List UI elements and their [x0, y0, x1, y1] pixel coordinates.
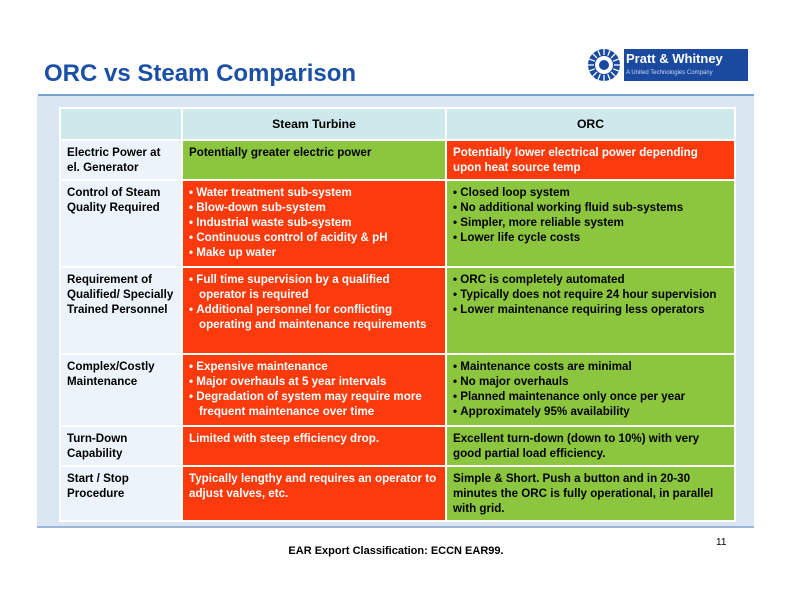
table-row: Start / Stop Procedure Typically lengthy… — [59, 465, 736, 522]
footer-divider — [37, 526, 754, 528]
row-label: Turn-Down Capability — [59, 425, 183, 467]
table-row: Turn-Down Capability Limited with steep … — [59, 425, 736, 467]
list-item: Industrial waste sub-system — [189, 215, 439, 230]
header-orc: ORC — [445, 107, 736, 141]
slide-title: ORC vs Steam Comparison — [44, 60, 357, 87]
orc-cell: Simple & Short. Push a button and in 20-… — [445, 465, 736, 522]
steam-cell: Expensive maintenance Major overhauls at… — [181, 353, 447, 427]
list-item: Additional personnel for conflicting ope… — [189, 302, 439, 332]
list-item: No major overhauls — [453, 374, 728, 389]
steam-cell: Limited with steep efficiency drop. — [181, 425, 447, 467]
list-item: No additional working fluid sub-systems — [453, 200, 728, 215]
cell-text: Excellent turn-down (down to 10%) with v… — [453, 432, 700, 460]
bullet-list: Water treatment sub-system Blow-down sub… — [189, 185, 439, 260]
table-row: Complex/Costly Maintenance Expensive mai… — [59, 353, 736, 427]
list-item: Degradation of system may require more f… — [189, 389, 439, 419]
list-item: Lower maintenance requiring less operato… — [453, 302, 728, 317]
bullet-list: Closed loop system No additional working… — [453, 185, 728, 245]
comparison-table: Steam Turbine ORC Electric Power at el. … — [59, 107, 736, 522]
list-item: Simpler, more reliable system — [453, 215, 728, 230]
pratt-whitney-logo-icon — [586, 47, 748, 83]
orc-cell: ORC is completely automated Typically do… — [445, 266, 736, 355]
list-item: Expensive maintenance — [189, 359, 439, 374]
export-classification-footer: EAR Export Classification: ECCN EAR99. — [288, 545, 504, 557]
list-item: ORC is completely automated — [453, 272, 728, 287]
row-label: Electric Power at el. Generator — [59, 139, 183, 181]
bullet-list: Full time supervision by a qualified ope… — [189, 272, 439, 332]
row-label: Start / Stop Procedure — [59, 465, 183, 522]
header-steam-turbine: Steam Turbine — [181, 107, 447, 141]
orc-cell: Closed loop system No additional working… — [445, 179, 736, 268]
list-item: Lower life cycle costs — [453, 230, 728, 245]
table-row: Requirement of Qualified/ Specially Trai… — [59, 266, 736, 355]
row-label: Complex/Costly Maintenance — [59, 353, 183, 427]
orc-cell: Potentially lower electrical power depen… — [445, 139, 736, 181]
logo-name: Pratt & Whitney — [626, 51, 723, 66]
table-header-row: Steam Turbine ORC — [59, 107, 736, 141]
row-label: Control of Steam Quality Required — [59, 179, 183, 268]
list-item: Blow-down sub-system — [189, 200, 439, 215]
list-item: Approximately 95% availability — [453, 404, 728, 419]
list-item: Major overhauls at 5 year intervals — [189, 374, 439, 389]
steam-cell: Typically lengthy and requires an operat… — [181, 465, 447, 522]
steam-cell: Full time supervision by a qualified ope… — [181, 266, 447, 355]
bullet-list: Expensive maintenance Major overhauls at… — [189, 359, 439, 419]
cell-text: Simple & Short. Push a button and in 20-… — [453, 472, 714, 515]
steam-cell: Potentially greater electric power — [181, 139, 447, 181]
cell-text: Limited with steep efficiency drop. — [189, 432, 380, 445]
list-item: Typically does not require 24 hour super… — [453, 287, 728, 302]
list-item: Planned maintenance only once per year — [453, 389, 728, 404]
title-divider — [38, 94, 754, 96]
cell-text: Potentially lower electrical power depen… — [453, 146, 698, 174]
cell-text: Typically lengthy and requires an operat… — [189, 472, 437, 500]
page-number: 11 — [716, 537, 727, 548]
list-item: Water treatment sub-system — [189, 185, 439, 200]
list-item: Closed loop system — [453, 185, 728, 200]
row-label: Requirement of Qualified/ Specially Trai… — [59, 266, 183, 355]
list-item: Continuous control of acidity & pH — [189, 230, 439, 245]
table-row: Electric Power at el. Generator Potentia… — [59, 139, 736, 181]
list-item: Maintenance costs are minimal — [453, 359, 728, 374]
header-blank — [59, 107, 183, 141]
cell-text: Potentially greater electric power — [189, 146, 372, 159]
table-row: Control of Steam Quality Required Water … — [59, 179, 736, 268]
steam-cell: Water treatment sub-system Blow-down sub… — [181, 179, 447, 268]
bullet-list: Maintenance costs are minimal No major o… — [453, 359, 728, 419]
logo-tagline: A United Technologies Company — [626, 70, 713, 76]
bullet-list: ORC is completely automated Typically do… — [453, 272, 728, 317]
list-item: Make up water — [189, 245, 439, 260]
orc-cell: Maintenance costs are minimal No major o… — [445, 353, 736, 427]
orc-cell: Excellent turn-down (down to 10%) with v… — [445, 425, 736, 467]
list-item: Full time supervision by a qualified ope… — [189, 272, 439, 302]
